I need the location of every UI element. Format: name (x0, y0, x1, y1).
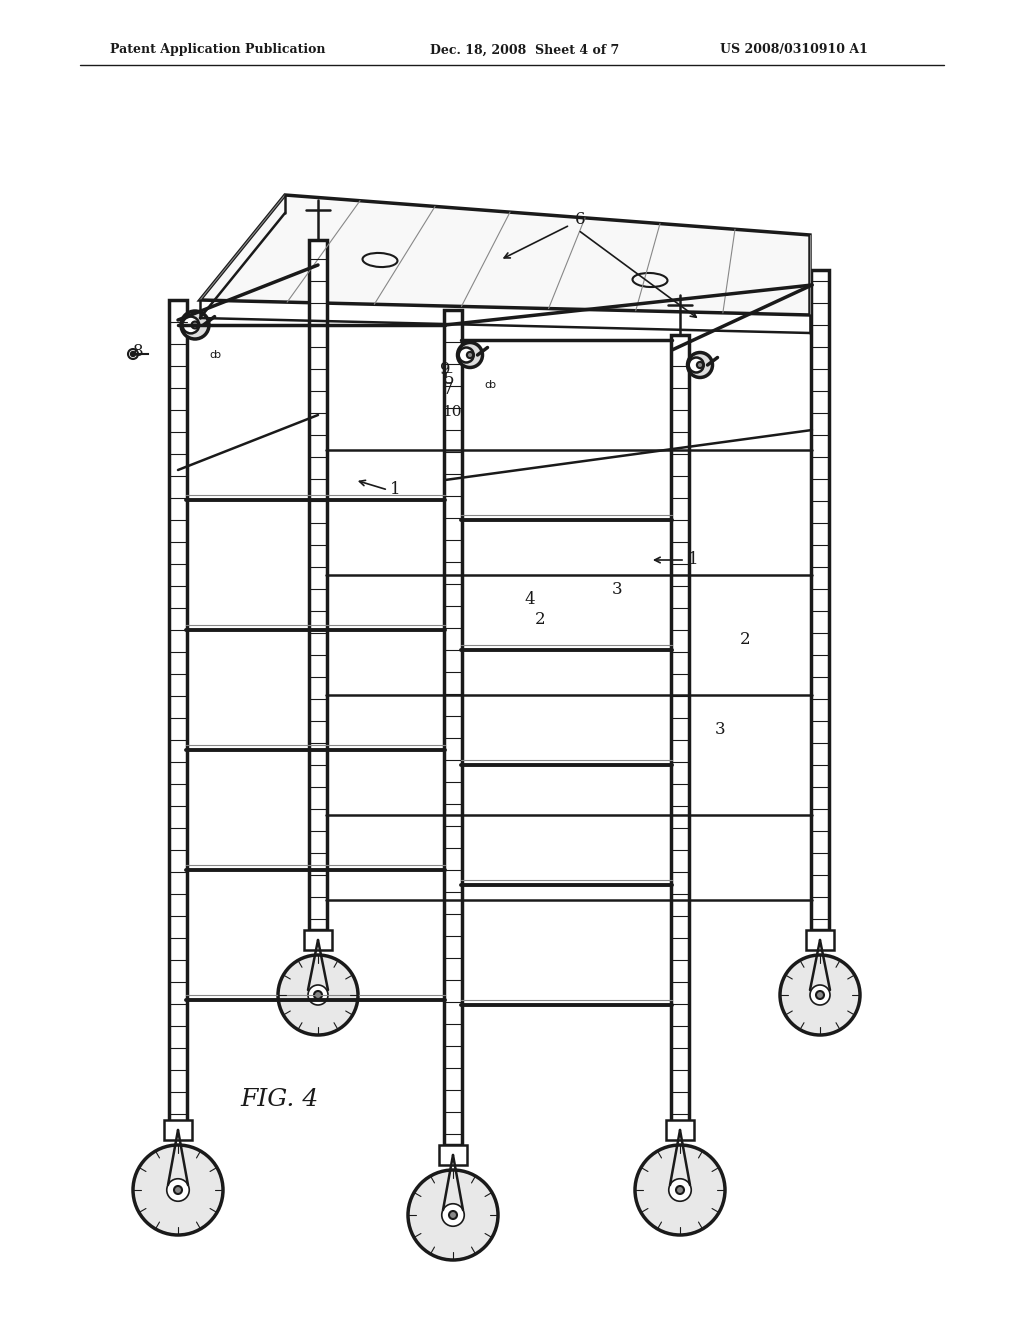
Bar (806, 931, 834, 950)
Ellipse shape (174, 1185, 182, 1195)
Ellipse shape (314, 991, 322, 999)
Ellipse shape (669, 1179, 691, 1201)
Ellipse shape (182, 317, 200, 334)
Bar (671, 335, 689, 1125)
Ellipse shape (697, 362, 703, 368)
Text: 6: 6 (574, 211, 586, 228)
Text: Patent Application Publication: Patent Application Publication (110, 44, 326, 57)
Ellipse shape (467, 352, 473, 358)
Text: US 2008/0310910 A1: US 2008/0310910 A1 (720, 44, 868, 57)
Ellipse shape (308, 985, 328, 1005)
Text: 7: 7 (442, 381, 454, 399)
Ellipse shape (128, 348, 138, 359)
Ellipse shape (689, 358, 703, 372)
Ellipse shape (441, 1204, 464, 1226)
Ellipse shape (816, 991, 824, 999)
Ellipse shape (133, 1144, 223, 1236)
Ellipse shape (191, 322, 199, 329)
Text: 1: 1 (390, 482, 400, 499)
Text: 5: 5 (443, 371, 455, 388)
Ellipse shape (780, 954, 860, 1035)
Ellipse shape (810, 985, 830, 1005)
Text: Dec. 18, 2008  Sheet 4 of 7: Dec. 18, 2008 Sheet 4 of 7 (430, 44, 620, 57)
Ellipse shape (408, 1170, 498, 1261)
Polygon shape (200, 195, 810, 315)
Bar (169, 300, 187, 1125)
Text: 2: 2 (739, 631, 751, 648)
Text: 3: 3 (715, 722, 725, 738)
Ellipse shape (449, 1210, 457, 1218)
Text: 2: 2 (535, 611, 546, 628)
Ellipse shape (687, 352, 713, 378)
Bar (444, 310, 462, 1144)
Text: 3: 3 (611, 582, 623, 598)
Ellipse shape (278, 954, 358, 1035)
Ellipse shape (635, 1144, 725, 1236)
Text: 1: 1 (688, 552, 698, 569)
Bar (811, 271, 829, 931)
Text: 4: 4 (524, 591, 536, 609)
Ellipse shape (130, 351, 135, 356)
Ellipse shape (167, 1179, 189, 1201)
Bar (439, 1144, 467, 1166)
Bar (666, 1119, 694, 1140)
Text: 10: 10 (442, 405, 462, 418)
Text: ȸ: ȸ (210, 350, 220, 360)
Ellipse shape (458, 342, 482, 367)
Bar (309, 240, 327, 931)
Ellipse shape (181, 312, 209, 339)
Text: FIG. 4: FIG. 4 (241, 1089, 319, 1111)
Text: 9: 9 (439, 362, 451, 379)
Text: ȸ: ȸ (484, 380, 496, 389)
Ellipse shape (459, 347, 474, 363)
Bar (164, 1119, 193, 1140)
Bar (304, 931, 332, 950)
Ellipse shape (676, 1185, 684, 1195)
Text: 8: 8 (133, 343, 143, 360)
